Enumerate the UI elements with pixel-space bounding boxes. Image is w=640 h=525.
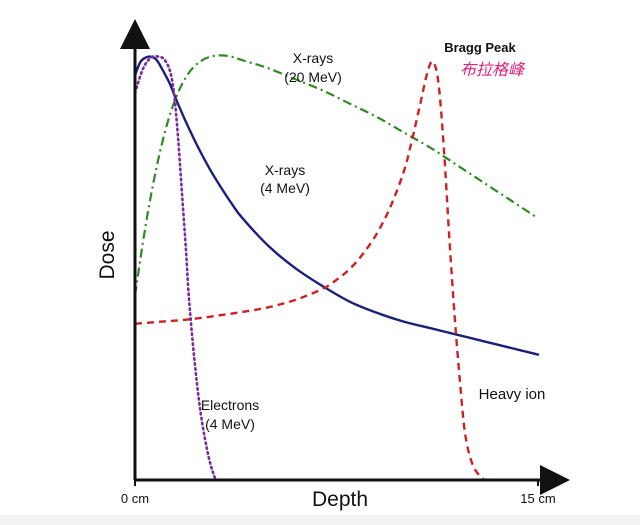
x-tick-label-0cm: 0 cm [121,491,149,506]
annotation-bragg-peak-cn: 布拉格峰 [460,60,526,79]
annotation-heavy-ion: Heavy ion [479,386,546,403]
x-axis-label: Depth [312,488,368,511]
annotation-xrays-4mev-line1: X-rays [265,162,305,178]
annotation-bragg-peak: Bragg Peak [444,40,516,55]
bottom-band [0,515,640,525]
annotation-electrons-line2: (4 MeV) [205,416,255,432]
series-line-x-rays-20-mev [133,54,539,296]
series-line-heavy-ion [134,60,486,481]
y-axis-label: Dose [96,230,119,279]
series-line-x-rays-4-mev [133,55,540,356]
series-line-electrons-4-mev [133,54,217,482]
x-tick-label-15cm: 15 cm [520,491,555,506]
annotation-electrons-line1: Electrons [201,397,259,413]
annotation-xrays-20mev-line1: X-rays [293,50,333,66]
annotation-xrays-20mev-line2: (20 MeV) [284,69,342,85]
series-layer [133,54,540,482]
annotation-xrays-4mev-line2: (4 MeV) [260,180,310,196]
